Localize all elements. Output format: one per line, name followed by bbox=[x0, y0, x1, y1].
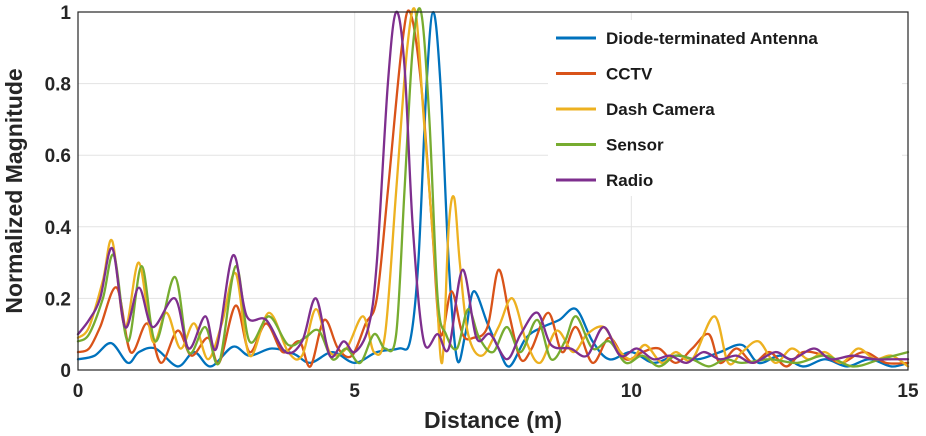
x-tick-label: 0 bbox=[73, 381, 84, 402]
series-line-sensor bbox=[76, 7, 910, 368]
x-axis-label: Distance (m) bbox=[424, 407, 562, 433]
legend: Diode-terminated Antenna CCTV Dash Camera S… bbox=[548, 20, 902, 196]
series-lines bbox=[76, 7, 910, 368]
y-tick-label: 0.8 bbox=[45, 75, 71, 96]
y-tick-label: 0 bbox=[60, 361, 71, 382]
plot-border bbox=[77, 11, 909, 371]
legend-label-diode-terminated-antenna: Diode-terminated Antenna bbox=[606, 29, 818, 48]
x-tick-label: 10 bbox=[621, 381, 642, 402]
legend-box bbox=[548, 20, 902, 196]
series-line-radio bbox=[76, 10, 910, 364]
y-tick-label: 0.6 bbox=[45, 146, 71, 167]
legend-label-sensor: Sensor bbox=[606, 136, 664, 155]
x-tick-label: 5 bbox=[349, 381, 360, 402]
y-tick-label: 0.2 bbox=[45, 289, 71, 310]
x-tick-label: 15 bbox=[897, 381, 919, 402]
legend-label-radio: Radio bbox=[606, 171, 653, 190]
tick-labels: 0 5 10 15 0 0.2 0.4 0.6 0.8 1 bbox=[45, 3, 919, 402]
y-tick-label: 0.4 bbox=[45, 218, 72, 239]
y-tick-label: 1 bbox=[60, 3, 71, 24]
legend-label-cctv: CCTV bbox=[606, 65, 653, 84]
legend-label-dash-camera: Dash Camera bbox=[606, 100, 715, 119]
y-axis-label: Normalized Magnitude bbox=[1, 68, 27, 313]
